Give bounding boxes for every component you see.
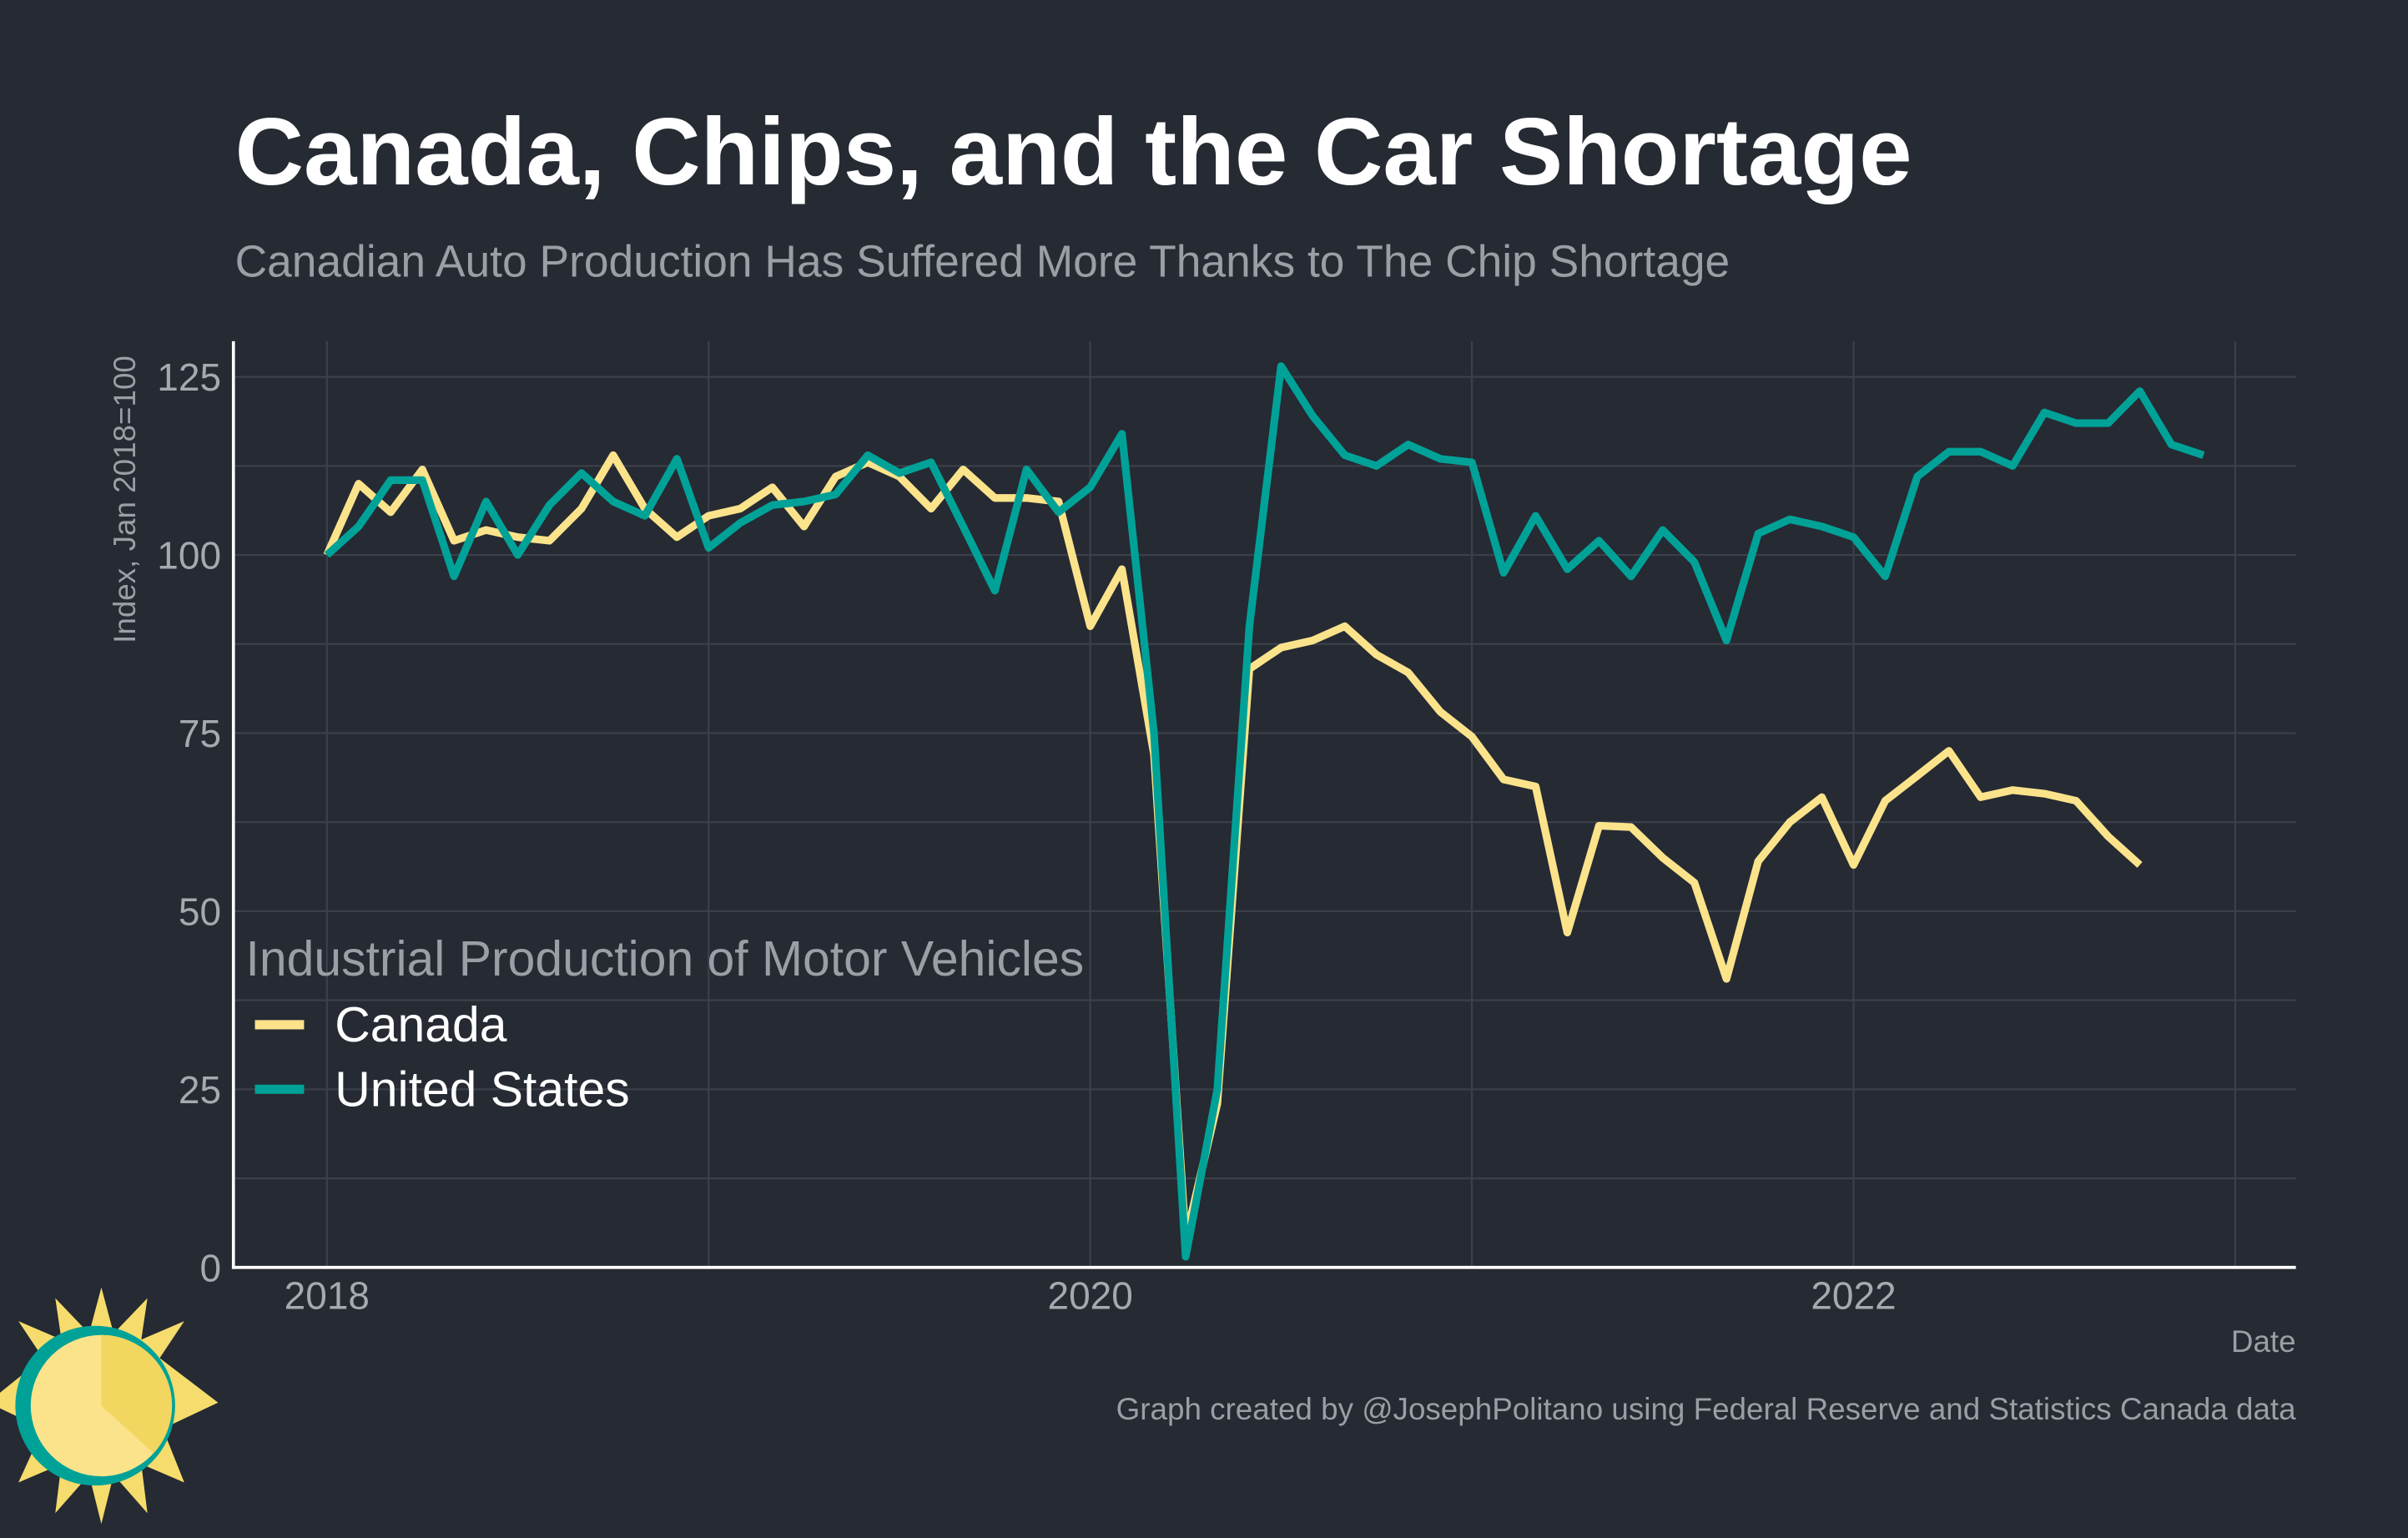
y-tick-label: 0 xyxy=(199,1246,221,1289)
x-tick-label: 2022 xyxy=(1811,1273,1896,1317)
y-tick-label: 125 xyxy=(157,356,221,399)
x-tick-label: 2020 xyxy=(1047,1273,1132,1317)
legend: Industrial Production of Motor Vehicles C… xyxy=(245,932,1084,1117)
y-tick-label: 50 xyxy=(179,890,221,933)
legend-label: United States xyxy=(335,1063,629,1117)
x-axis-label: Date xyxy=(2231,1324,2296,1359)
caption: Graph created by @JosephPolitano using F… xyxy=(1116,1392,2297,1426)
x-tick-label: 2018 xyxy=(285,1273,370,1317)
legend-label: Canada xyxy=(335,998,506,1052)
logo-slice xyxy=(101,1334,173,1454)
y-tick-label: 75 xyxy=(179,712,221,755)
series-line xyxy=(324,362,2205,1261)
y-tick-label: 100 xyxy=(157,534,221,577)
logo xyxy=(0,1287,219,1525)
chart-subtitle: Canadian Auto Production Has Suffered Mo… xyxy=(235,238,1730,287)
y-axis-label: Index, Jan 2018=100 xyxy=(108,356,142,643)
legend-title: Industrial Production of Motor Vehicles xyxy=(245,932,1084,986)
y-tick-label: 25 xyxy=(179,1068,221,1112)
chart-title: Canada, Chips, and the Car Shortage xyxy=(235,99,1912,205)
